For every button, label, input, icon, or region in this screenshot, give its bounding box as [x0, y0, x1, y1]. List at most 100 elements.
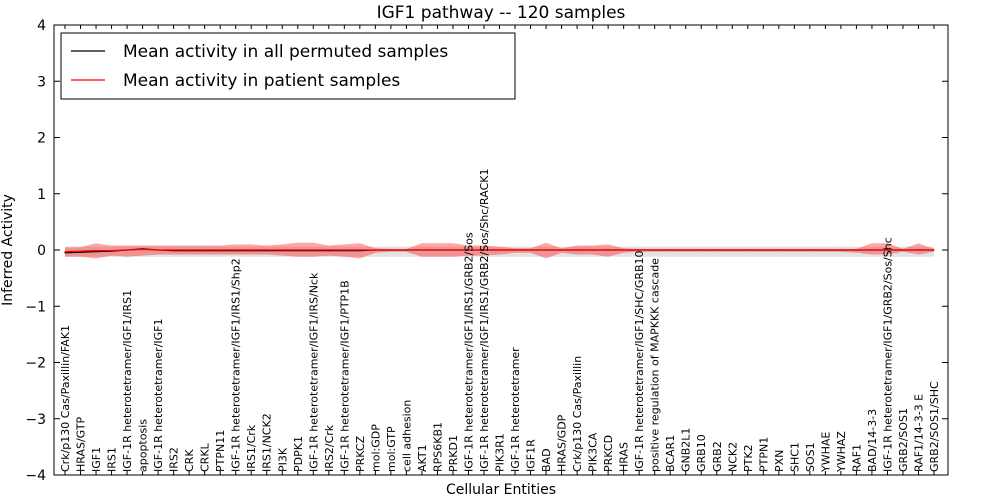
patient-point-24	[436, 249, 438, 251]
patient-point-32	[561, 249, 563, 251]
patient-point-6	[157, 249, 159, 251]
patient-point-52	[871, 249, 873, 251]
patient-point-31	[545, 249, 547, 251]
y-axis-label: Inferred Activity	[0, 194, 16, 306]
y-axis: −4 −3 −2 −1 0 1 2 3 4	[25, 18, 948, 484]
y-tick-label: 0	[37, 243, 46, 259]
x-category-label: RPS6KB1	[431, 422, 444, 472]
x-category-label: PDPK1	[292, 436, 305, 472]
x-category-label: mol:GTP	[385, 426, 398, 472]
x-category-label: CRKL	[199, 442, 212, 472]
patient-point-40	[685, 249, 687, 251]
legend: Mean activity in all permuted samples Me…	[60, 32, 516, 100]
patient-point-27	[483, 249, 485, 251]
patient-point-12	[250, 249, 252, 251]
x-category-label: IGF1R	[525, 439, 538, 472]
patient-point-4	[126, 249, 128, 251]
patient-point-37	[638, 249, 640, 251]
patient-point-21	[390, 249, 392, 251]
x-category-label: PI3K	[276, 447, 289, 472]
permuted-band	[65, 246, 934, 257]
y-tick-label: −2	[25, 356, 46, 372]
x-category-label: PIK3CA	[587, 432, 600, 472]
x-category-label: IRS1/NCK2	[261, 413, 274, 472]
x-category-label: YWHAZ	[835, 431, 848, 473]
x-category-label: IGF-1R heterotetramer	[509, 347, 522, 472]
y-tick-label: −1	[25, 299, 46, 315]
patient-point-34	[592, 249, 594, 251]
patient-point-36	[623, 249, 625, 251]
x-category-label: IRS2	[168, 447, 181, 472]
patient-point-44	[747, 249, 749, 251]
x-category-label: SHC1	[788, 442, 801, 472]
x-category-label: IGF-1R heterotetramer/IGF1/IRS1/GRB2/Sos	[463, 232, 476, 472]
x-category-label: SOS1	[804, 442, 817, 472]
patient-point-14	[281, 249, 283, 251]
x-category-label: PTK2	[742, 444, 755, 472]
patient-point-13	[266, 249, 268, 251]
x-category-label: cell adhesion	[400, 400, 413, 472]
x-category-label: HRAS	[618, 442, 631, 472]
patient-point-15	[297, 249, 299, 251]
y-tick-label: 1	[37, 187, 46, 203]
patient-point-35	[607, 249, 609, 251]
x-category-label: Crk/p130 Cas/Paxillin/FAK1	[59, 325, 72, 472]
patient-point-46	[778, 249, 780, 251]
patient-point-17	[328, 249, 330, 251]
permuted-point-2	[95, 251, 97, 253]
x-category-label: IRS1/Crk	[245, 424, 258, 472]
x-category-label: NCK2	[726, 442, 739, 472]
chart-title: IGF1 pathway -- 120 samples	[377, 3, 626, 23]
x-category-label: RAF1	[850, 444, 863, 472]
patient-point-3	[111, 250, 113, 252]
x-category-label: RAF1/14-3-3 E	[913, 394, 926, 472]
y-tick-label: −4	[25, 468, 46, 484]
patient-point-9	[204, 249, 206, 251]
patient-point-22	[405, 249, 407, 251]
patient-point-33	[576, 249, 578, 251]
permuted-point-0	[64, 252, 66, 254]
x-category-label: HRAS/GTP	[75, 416, 88, 472]
patient-point-51	[855, 249, 858, 251]
patient-point-56	[933, 249, 935, 251]
x-category-label: IGF1	[90, 447, 103, 472]
legend-box	[60, 32, 516, 100]
x-category-label: GRB2/SOS1	[897, 408, 910, 472]
patient-point-5	[142, 248, 144, 250]
y-tick-label: −3	[25, 412, 46, 428]
patient-point-25	[452, 249, 454, 251]
x-category-label: GRB2	[711, 441, 724, 472]
x-category-label: PXN	[773, 450, 786, 472]
x-category-label: mol:GDP	[369, 424, 382, 472]
legend-label-permuted: Mean activity in all permuted samples	[123, 42, 448, 62]
x-category-label: IRS2/Crk	[323, 424, 336, 472]
patient-point-49	[824, 249, 827, 251]
patient-point-18	[343, 249, 345, 251]
patient-point-16	[312, 249, 314, 251]
x-category-label: IGF-1R heterotetramer/IGF1/IRS1/GRB2/Sos…	[478, 169, 491, 472]
patient-point-23	[421, 249, 423, 251]
patient-point-29	[514, 249, 516, 251]
patient-point-39	[669, 249, 671, 251]
x-category-label: GRB10	[695, 434, 708, 472]
legend-label-patient: Mean activity in patient samples	[123, 71, 400, 91]
patient-point-0	[64, 251, 66, 253]
x-category-label: IRS1	[106, 447, 119, 472]
patient-point-43	[731, 249, 733, 251]
patient-point-50	[840, 249, 842, 251]
patient-point-30	[529, 249, 532, 251]
patient-point-42	[716, 249, 718, 251]
x-category-label: IGF-1R heterotetramer/IGF1/PTP1B	[338, 280, 351, 472]
patient-point-48	[809, 249, 811, 251]
x-category-label: PRKCD	[602, 435, 615, 472]
x-category-label: IGF-1R heterotetramer/IGF1/IRS/Nck	[307, 272, 320, 472]
x-category-label: positive regulation of MAPKKK cascade	[649, 258, 662, 472]
x-category-label: HRAS/GDP	[556, 414, 569, 472]
x-category-label: PTPN1	[757, 437, 770, 472]
patient-point-45	[762, 249, 764, 251]
x-category-label: GNB2L1	[680, 428, 693, 472]
patient-point-11	[235, 249, 237, 251]
x-category-label: BCAR1	[664, 435, 677, 472]
y-tick-label: 4	[37, 18, 46, 34]
